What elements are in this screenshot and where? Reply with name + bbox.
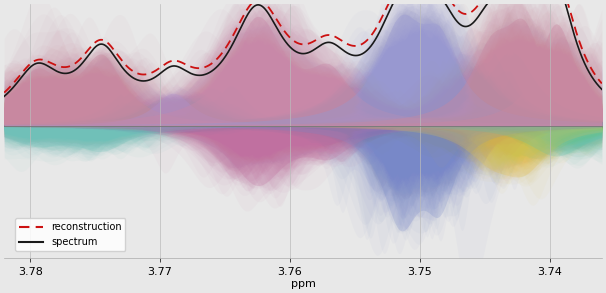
Legend: reconstruction, spectrum: reconstruction, spectrum (15, 218, 125, 251)
X-axis label: ppm: ppm (290, 279, 316, 289)
